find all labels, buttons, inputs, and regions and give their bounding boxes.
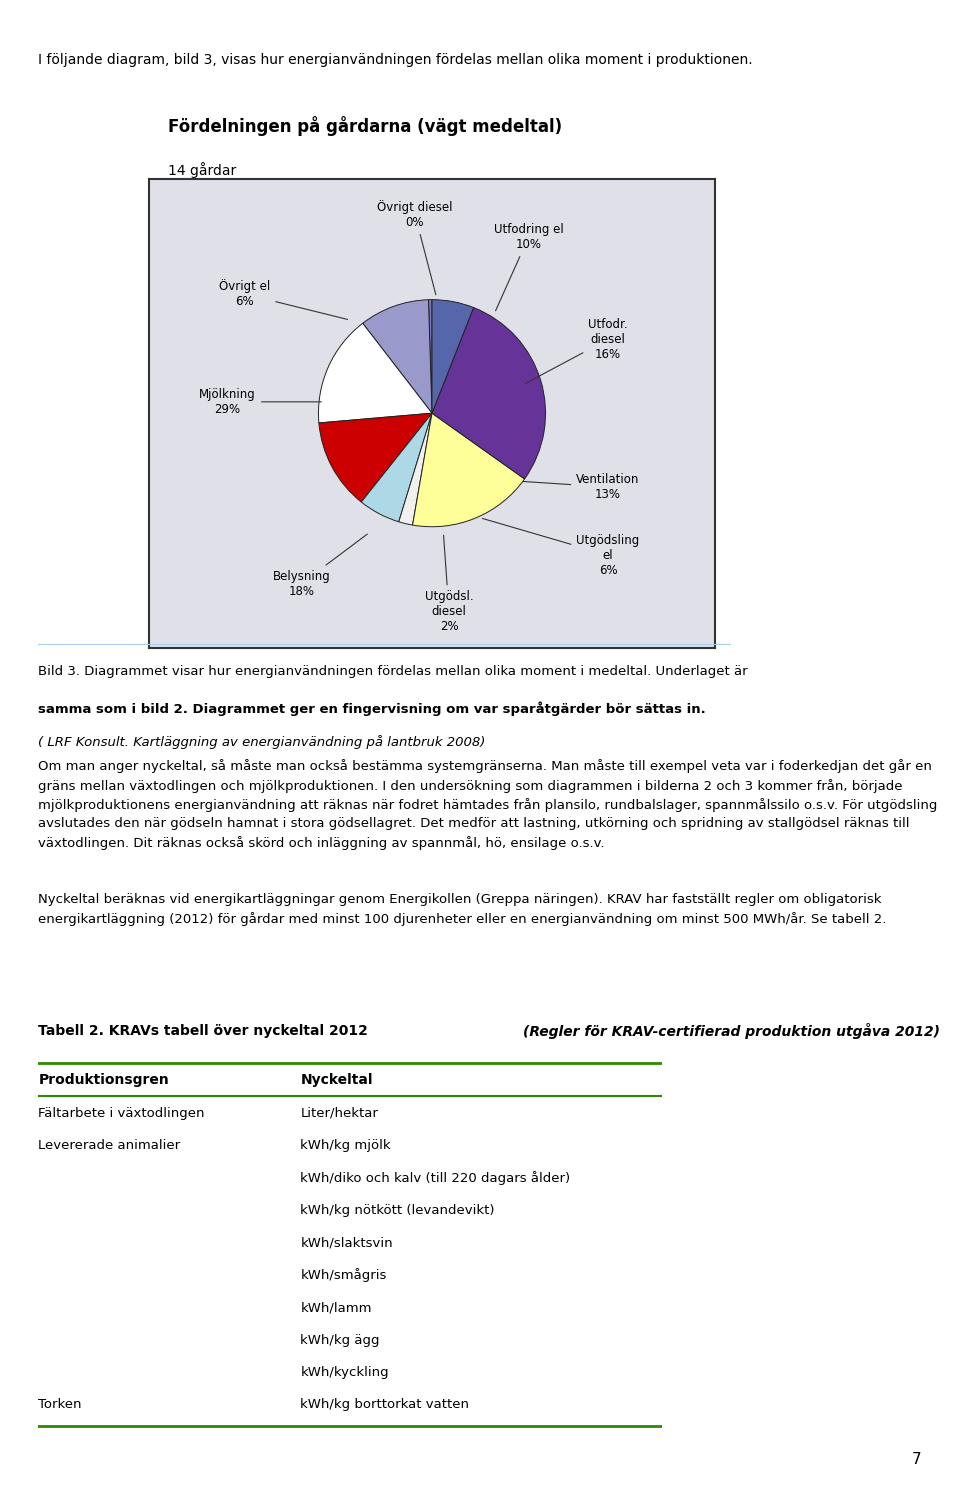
Text: kWh/kg mjölk: kWh/kg mjölk	[300, 1139, 391, 1152]
Wedge shape	[319, 412, 432, 502]
Text: Utfodr.
diesel
16%: Utfodr. diesel 16%	[525, 317, 628, 384]
Text: Fältarbete i växtodlingen: Fältarbete i växtodlingen	[38, 1106, 204, 1120]
Text: Bild 3. Diagrammet visar hur energianvändningen fördelas mellan olika moment i m: Bild 3. Diagrammet visar hur energianvän…	[38, 664, 753, 677]
Text: ( LRF Konsult. Kartläggning av energianvändning på lantbruk 2008): ( LRF Konsult. Kartläggning av energianv…	[38, 734, 486, 749]
Text: Nyckeltal beräknas vid energikartläggningar genom Energikollen (Greppa näringen): Nyckeltal beräknas vid energikartläggnin…	[38, 893, 887, 926]
Text: kWh/smågris: kWh/smågris	[300, 1269, 387, 1282]
Text: Utfodring el
10%: Utfodring el 10%	[493, 223, 564, 311]
Text: kWh/slaktsvin: kWh/slaktsvin	[300, 1236, 393, 1249]
Wedge shape	[428, 299, 432, 412]
Text: Övrigt diesel
0%: Övrigt diesel 0%	[377, 200, 453, 295]
Wedge shape	[361, 412, 432, 521]
Text: Belysning
18%: Belysning 18%	[273, 535, 368, 597]
Wedge shape	[398, 412, 432, 526]
Text: samma som i bild 2. Diagrammet ger en fingervisning om var sparåtgärder bör sätt: samma som i bild 2. Diagrammet ger en fi…	[38, 701, 707, 716]
Wedge shape	[363, 299, 432, 412]
Text: Torken: Torken	[38, 1398, 82, 1412]
Wedge shape	[432, 308, 545, 479]
Text: (Regler för KRAV-certifierad produktion utgåva 2012): (Regler för KRAV-certifierad produktion …	[523, 1023, 940, 1039]
Text: 14 gårdar: 14 gårdar	[168, 161, 236, 177]
Text: Utgödsling
el
6%: Utgödsling el 6%	[482, 518, 639, 576]
Wedge shape	[319, 323, 432, 423]
Text: I följande diagram, bild 3, visas hur energianvändningen fördelas mellan olika m: I följande diagram, bild 3, visas hur en…	[38, 52, 753, 67]
Text: Mjölkning
29%: Mjölkning 29%	[200, 387, 322, 415]
Text: Tabell 2. KRAVs tabell över nyckeltal 2012: Tabell 2. KRAVs tabell över nyckeltal 20…	[38, 1024, 373, 1038]
Text: kWh/kg ägg: kWh/kg ägg	[300, 1334, 380, 1346]
Text: kWh/lamm: kWh/lamm	[300, 1301, 372, 1315]
Text: Utgödsl.
diesel
2%: Utgödsl. diesel 2%	[424, 535, 473, 633]
Text: Om man anger nyckeltal, så måste man också bestämma systemgränserna. Man måste t: Om man anger nyckeltal, så måste man ock…	[38, 759, 938, 850]
Text: kWh/kg nötkött (levandevikt): kWh/kg nötkött (levandevikt)	[300, 1205, 495, 1217]
Text: Fördelningen på gårdarna (vägt medeltal): Fördelningen på gårdarna (vägt medeltal)	[168, 116, 563, 137]
Text: Nyckeltal: Nyckeltal	[300, 1074, 373, 1087]
Text: Levererade animalier: Levererade animalier	[38, 1139, 180, 1152]
Text: kWh/kyckling: kWh/kyckling	[300, 1365, 389, 1379]
Text: 7: 7	[912, 1452, 922, 1467]
Wedge shape	[413, 412, 524, 527]
Text: Produktionsgren: Produktionsgren	[38, 1074, 169, 1087]
Text: Liter/hektar: Liter/hektar	[300, 1106, 378, 1120]
Text: Övrigt el
6%: Övrigt el 6%	[219, 280, 348, 320]
Text: kWh/kg borttorkat vatten: kWh/kg borttorkat vatten	[300, 1398, 469, 1412]
Text: Ventilation
13%: Ventilation 13%	[523, 474, 639, 500]
Wedge shape	[432, 299, 473, 412]
Text: kWh/diko och kalv (till 220 dagars ålder): kWh/diko och kalv (till 220 dagars ålder…	[300, 1172, 570, 1185]
